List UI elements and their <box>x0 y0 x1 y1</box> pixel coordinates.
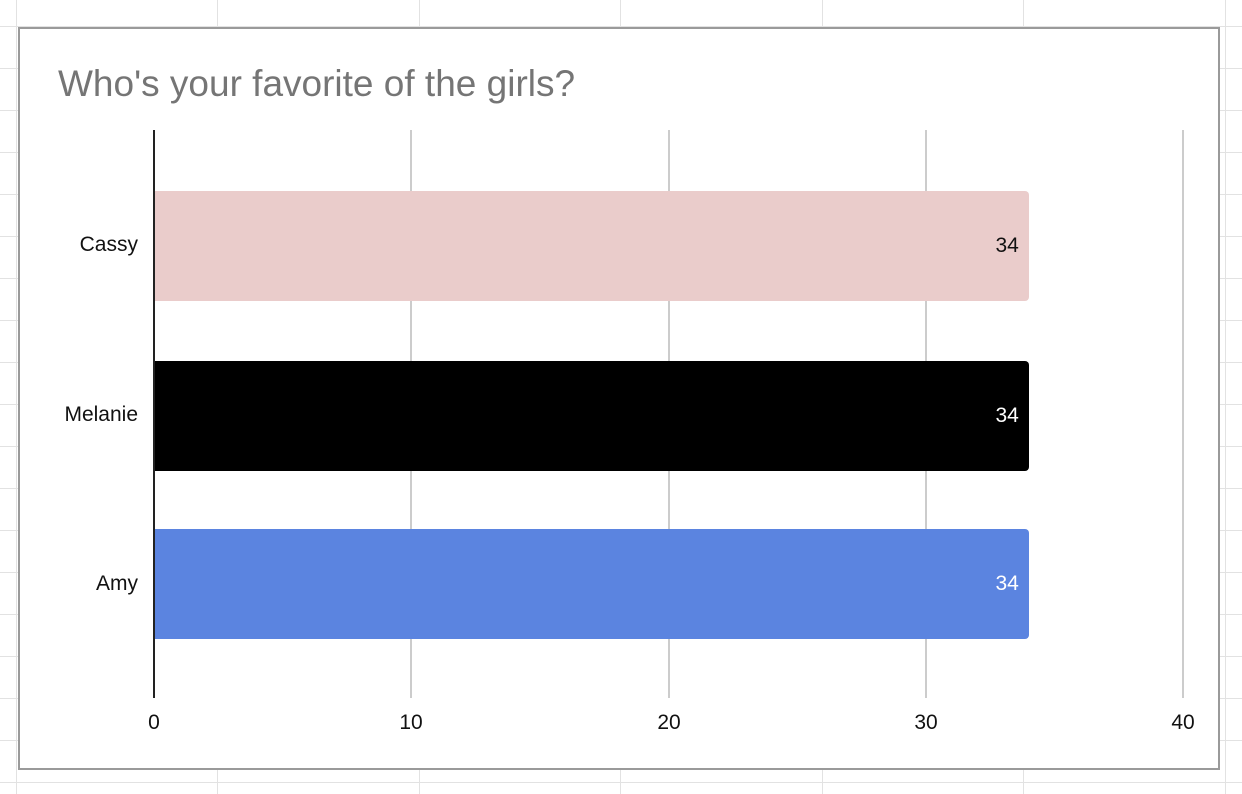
x-tick-40: 40 <box>1171 711 1195 734</box>
sheet-row-line <box>0 782 1242 783</box>
category-label-cassy: Cassy <box>79 233 138 256</box>
bar-cassy[interactable]: 34 <box>155 191 1029 301</box>
bar-value-label: 34 <box>995 404 1019 427</box>
category-label-melanie: Melanie <box>64 403 138 426</box>
bar-value-label: 34 <box>995 234 1019 257</box>
chart-title: Who's your favorite of the girls? <box>58 63 576 104</box>
category-label-amy: Amy <box>96 572 138 595</box>
bar-melanie[interactable]: 34 <box>155 361 1029 471</box>
x-tick-10: 10 <box>399 711 423 734</box>
sheet-row-line <box>0 26 1242 27</box>
sheet-col-line <box>1225 0 1226 794</box>
x-tick-0: 0 <box>148 711 160 734</box>
x-tick-30: 30 <box>914 711 938 734</box>
y-axis-line <box>153 130 155 698</box>
chart-container[interactable]: Who's your favorite of the girls? Cassy … <box>18 27 1220 770</box>
x-tick-20: 20 <box>657 711 681 734</box>
sheet-col-line <box>16 0 17 794</box>
x-gridline-40 <box>1182 130 1184 698</box>
bar-value-label: 34 <box>995 572 1019 595</box>
bar-amy[interactable]: 34 <box>155 529 1029 639</box>
